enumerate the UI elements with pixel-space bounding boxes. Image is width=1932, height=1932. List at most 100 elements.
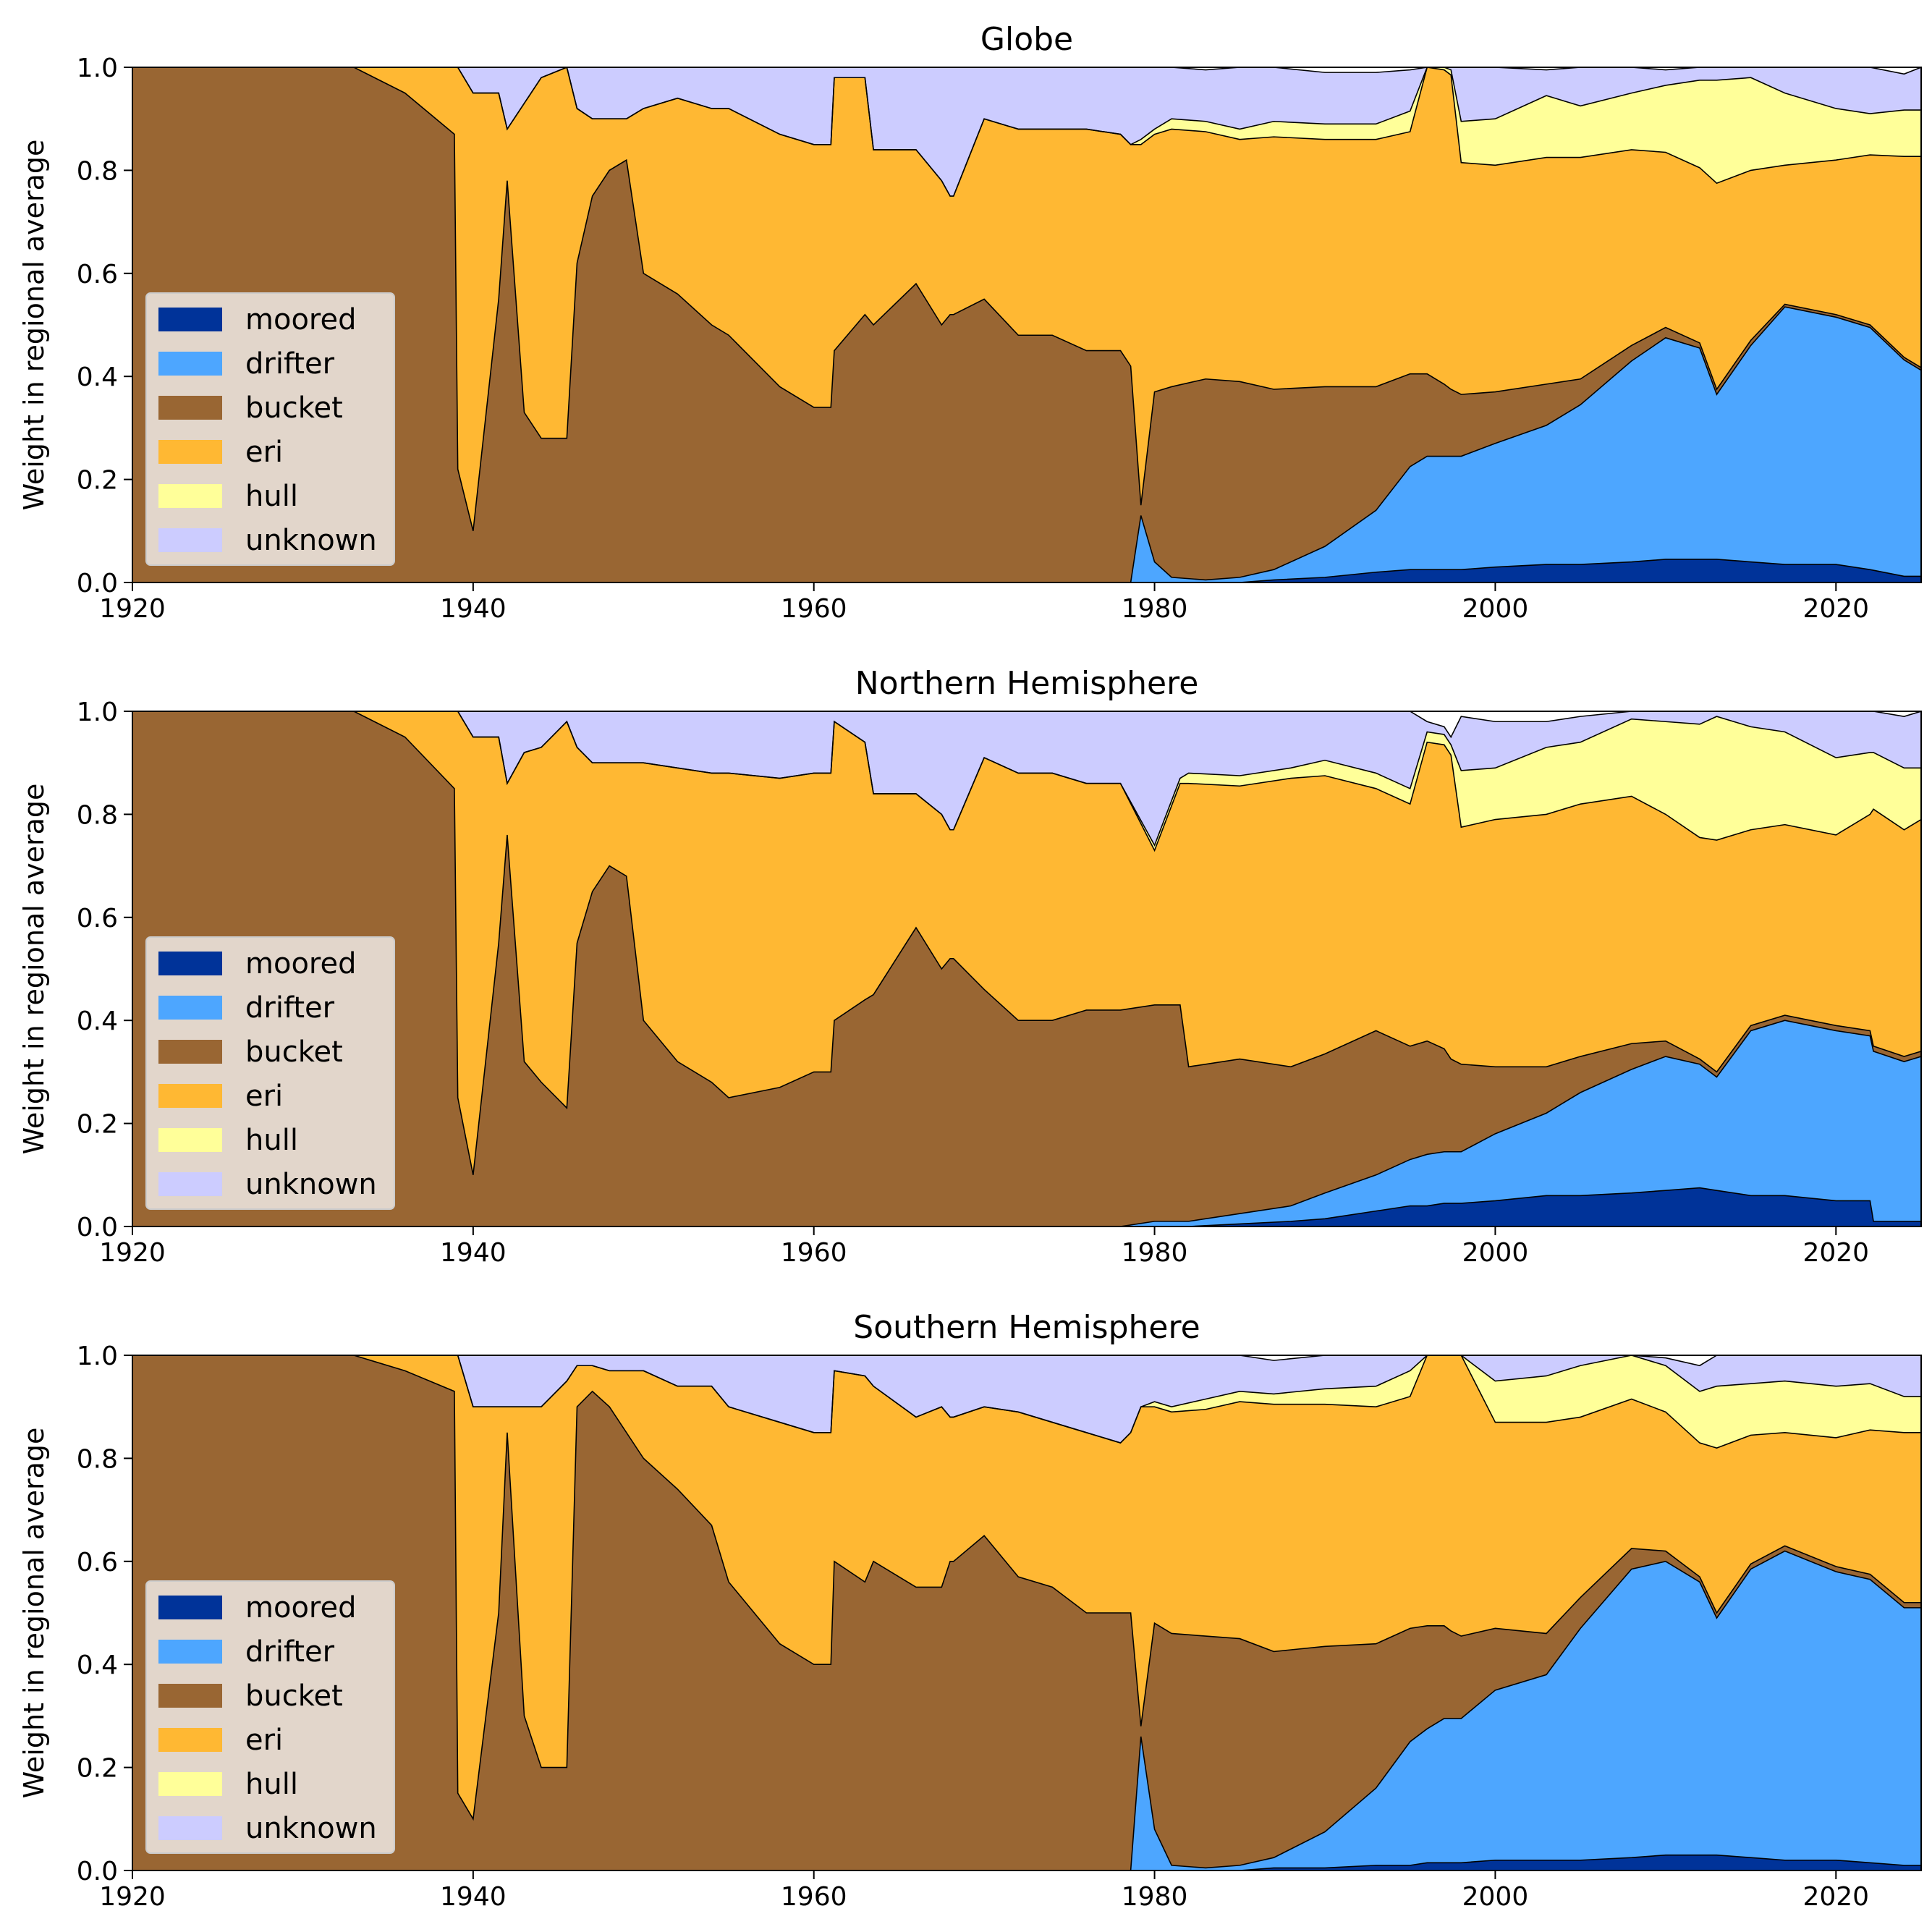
y-tick-label: 0.0 bbox=[77, 569, 118, 598]
area-drifter bbox=[132, 307, 1921, 582]
boundary-hull bbox=[132, 711, 1921, 847]
x-tick-label: 1980 bbox=[1122, 1882, 1188, 1912]
y-axis-label: Weight in regional average bbox=[18, 1428, 50, 1799]
legend-swatch-bucket bbox=[158, 1040, 222, 1064]
x-tick-label: 1920 bbox=[99, 1238, 166, 1268]
legend-label-bucket: bucket bbox=[245, 391, 343, 425]
x-tick-label: 1960 bbox=[781, 1238, 847, 1268]
x-tick-label: 1960 bbox=[781, 1882, 847, 1912]
y-tick-label: 1.0 bbox=[77, 698, 118, 727]
legend-label-drifter: drifter bbox=[245, 347, 335, 381]
legend-label-hull: hull bbox=[245, 480, 298, 513]
legend-label-drifter: drifter bbox=[245, 1635, 335, 1669]
area-moored bbox=[132, 1187, 1921, 1226]
legend-label-moored: moored bbox=[245, 1591, 356, 1624]
axes-frame bbox=[132, 711, 1922, 1227]
axes-frame bbox=[132, 67, 1922, 583]
panel-title: Northern Hemisphere bbox=[855, 665, 1199, 702]
legend: moored drifter bucket eri hull unknown bbox=[145, 936, 395, 1210]
boundary-drifter bbox=[132, 306, 1921, 582]
legend-swatch-unknown bbox=[158, 1172, 222, 1196]
legend-label-moored: moored bbox=[245, 303, 356, 336]
y-tick-label: 1.0 bbox=[77, 54, 118, 83]
legend-swatch-moored bbox=[158, 308, 222, 331]
legend-label-unknown: unknown bbox=[245, 1812, 377, 1845]
legend-label-bucket: bucket bbox=[245, 1679, 343, 1713]
y-tick-label: 1.0 bbox=[77, 1342, 118, 1371]
area-eri bbox=[132, 711, 1921, 1175]
y-tick-label: 0.4 bbox=[77, 363, 118, 392]
y-tick-label: 0.2 bbox=[77, 1754, 118, 1784]
boundary-hull bbox=[132, 67, 1921, 197]
legend-label-unknown: unknown bbox=[245, 1168, 377, 1201]
area-hull bbox=[132, 67, 1921, 196]
area-bucket bbox=[132, 711, 1921, 1226]
y-tick-label: 0.2 bbox=[77, 466, 118, 496]
legend-label-eri: eri bbox=[245, 1724, 283, 1757]
area-eri bbox=[132, 67, 1921, 531]
boundary-moored bbox=[132, 1854, 1921, 1870]
y-tick-label: 0.6 bbox=[77, 260, 118, 289]
panel-title: Globe bbox=[980, 21, 1073, 58]
legend-swatch-drifter bbox=[158, 996, 222, 1020]
y-tick-label: 0.6 bbox=[77, 904, 118, 933]
x-tick-label: 2020 bbox=[1802, 1238, 1869, 1268]
x-tick-label: 1920 bbox=[99, 594, 166, 624]
plot-area bbox=[132, 711, 1921, 1226]
y-tick-label: 0.4 bbox=[77, 1007, 118, 1036]
panel-0: 1920 1940 1960 1980 2000 2020 0.0 0.2 0.4 0.6 0.8 1… bbox=[18, 21, 1922, 624]
y-axis-label: Weight in regional average bbox=[18, 784, 50, 1155]
x-tick-label: 2000 bbox=[1462, 1882, 1529, 1912]
x-tick-label: 2000 bbox=[1462, 594, 1529, 624]
y-tick-label: 0.2 bbox=[77, 1110, 118, 1140]
boundary-bucket bbox=[132, 1355, 1921, 1821]
area-eri bbox=[132, 1355, 1921, 1819]
boundary-bucket bbox=[132, 711, 1921, 1175]
legend-label-moored: moored bbox=[245, 947, 356, 980]
x-tick-label: 1980 bbox=[1122, 594, 1188, 624]
legend-label-hull: hull bbox=[245, 1768, 298, 1801]
area-hull bbox=[132, 1355, 1921, 1449]
x-tick-label: 1940 bbox=[440, 594, 507, 624]
legend-label-eri: eri bbox=[245, 436, 283, 469]
legend-swatch-hull bbox=[158, 1128, 222, 1152]
legend-swatch-eri bbox=[158, 440, 222, 464]
legend-swatch-drifter bbox=[158, 352, 222, 376]
x-tick-label: 1940 bbox=[440, 1238, 507, 1268]
legend-swatch-bucket bbox=[158, 396, 222, 420]
boundary-drifter bbox=[132, 1550, 1921, 1870]
boundary-moored bbox=[132, 559, 1921, 582]
boundary-hull bbox=[132, 1355, 1921, 1444]
y-tick-label: 0.6 bbox=[77, 1548, 118, 1577]
legend-swatch-eri bbox=[158, 1084, 222, 1108]
area-moored bbox=[132, 1855, 1921, 1870]
area-unknown bbox=[132, 711, 1921, 846]
legend-label-unknown: unknown bbox=[245, 524, 377, 557]
y-axis-label: Weight in regional average bbox=[18, 140, 50, 511]
legend-label-drifter: drifter bbox=[245, 991, 335, 1025]
y-tick-label: 0.0 bbox=[77, 1857, 118, 1886]
y-tick-label: 0.8 bbox=[77, 1444, 118, 1474]
boundary-moored bbox=[132, 1187, 1921, 1226]
area-bucket bbox=[132, 1355, 1921, 1870]
legend-label-bucket: bucket bbox=[245, 1035, 343, 1069]
x-tick-label: 1920 bbox=[99, 1882, 166, 1912]
area-hull bbox=[132, 711, 1921, 851]
panel-title: Southern Hemisphere bbox=[853, 1309, 1200, 1346]
panel-1: 1920 1940 1960 1980 2000 2020 0.0 0.2 0.4 0.6 0.8 1… bbox=[18, 665, 1922, 1268]
y-tick-label: 0.0 bbox=[77, 1213, 118, 1242]
x-tick-label: 2000 bbox=[1462, 1238, 1529, 1268]
legend-swatch-hull bbox=[158, 484, 222, 508]
x-tick-label: 1980 bbox=[1122, 1238, 1188, 1268]
legend-swatch-bucket bbox=[158, 1684, 222, 1708]
area-unknown bbox=[132, 67, 1921, 196]
area-drifter bbox=[132, 1020, 1921, 1226]
legend-swatch-moored bbox=[158, 1596, 222, 1619]
legend: moored drifter bucket eri hull unknown bbox=[145, 1580, 395, 1854]
legend-swatch-drifter bbox=[158, 1640, 222, 1664]
legend-swatch-eri bbox=[158, 1728, 222, 1752]
panel-2: 1920 1940 1960 1980 2000 2020 0.0 0.2 0.4 0.6 0.8 1… bbox=[18, 1309, 1922, 1912]
boundary-bucket bbox=[132, 67, 1921, 531]
x-tick-label: 2020 bbox=[1802, 594, 1869, 624]
area-drifter bbox=[132, 1551, 1921, 1870]
